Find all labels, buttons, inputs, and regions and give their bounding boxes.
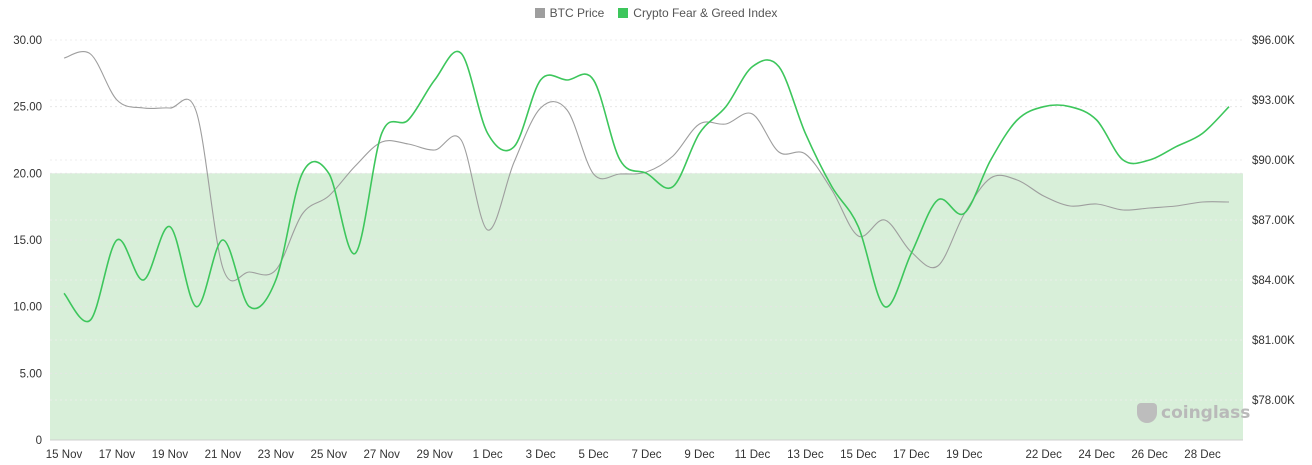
legend-item-fear-greed[interactable]: Crypto Fear & Greed Index [618, 6, 777, 20]
y-right-tick-label: $96.00K [1252, 35, 1295, 47]
y-right-tick-label: $90.00K [1252, 155, 1295, 167]
x-tick-label: 28 Dec [1184, 449, 1221, 461]
y-left-tick-label: 25.00 [13, 102, 42, 114]
x-tick-label: 26 Dec [1131, 449, 1168, 461]
fear-greed-line [63, 50, 1230, 323]
x-tick-label: 24 Dec [1078, 449, 1115, 461]
x-tick-label: 15 Nov [46, 449, 83, 461]
y-left-tick-label: 15.00 [13, 235, 42, 247]
x-tick-label: 23 Nov [258, 449, 295, 461]
x-tick-label: 19 Nov [152, 449, 189, 461]
x-tick-label: 19 Dec [946, 449, 983, 461]
x-tick-label: 27 Nov [364, 449, 401, 461]
y-right-tick-label: $93.00K [1252, 95, 1295, 107]
x-tick-label: 7 Dec [631, 449, 661, 461]
y-right-tick-label: $78.00K [1252, 395, 1295, 407]
y-right-tick-label: $87.00K [1252, 215, 1295, 227]
y-right-tick-label: $81.00K [1252, 335, 1295, 347]
x-tick-label: 29 Nov [416, 449, 453, 461]
x-tick-label: 11 Dec [735, 449, 771, 461]
x-tick-label: 17 Nov [99, 449, 136, 461]
x-tick-label: 3 Dec [526, 449, 556, 461]
coinglass-logo-icon [1137, 403, 1157, 423]
y-left-tick-label: 20.00 [13, 168, 42, 180]
watermark-text: coinglass [1161, 403, 1251, 423]
x-tick-label: 1 Dec [473, 449, 503, 461]
btc-price-line [63, 51, 1230, 282]
x-tick-label: 9 Dec [684, 449, 714, 461]
x-tick-label: 25 Nov [311, 449, 348, 461]
x-tick-label: 15 Dec [840, 449, 877, 461]
chart-legend: BTC Price Crypto Fear & Greed Index [0, 6, 1312, 20]
x-tick-label: 22 Dec [1025, 449, 1062, 461]
x-tick-label: 21 Nov [205, 449, 242, 461]
y-left-tick-label: 10.00 [13, 302, 42, 314]
legend-item-btc-price[interactable]: BTC Price [534, 6, 605, 20]
y-left-tick-label: 30.00 [13, 35, 42, 47]
x-tick-label: 17 Dec [893, 449, 930, 461]
legend-label-fear-greed: Crypto Fear & Greed Index [633, 6, 778, 20]
x-tick-label: 13 Dec [787, 449, 824, 461]
y-right-tick-label: $84.00K [1252, 275, 1295, 287]
y-left-tick-label: 5.00 [20, 368, 42, 380]
x-tick-label: 5 Dec [579, 449, 609, 461]
y-left-tick-label: 0 [36, 435, 42, 447]
legend-swatch-fear-greed [618, 8, 629, 18]
legend-swatch-btc-price [534, 8, 545, 18]
legend-label-btc-price: BTC Price [549, 6, 605, 20]
coinglass-watermark: coinglass [1137, 403, 1250, 423]
